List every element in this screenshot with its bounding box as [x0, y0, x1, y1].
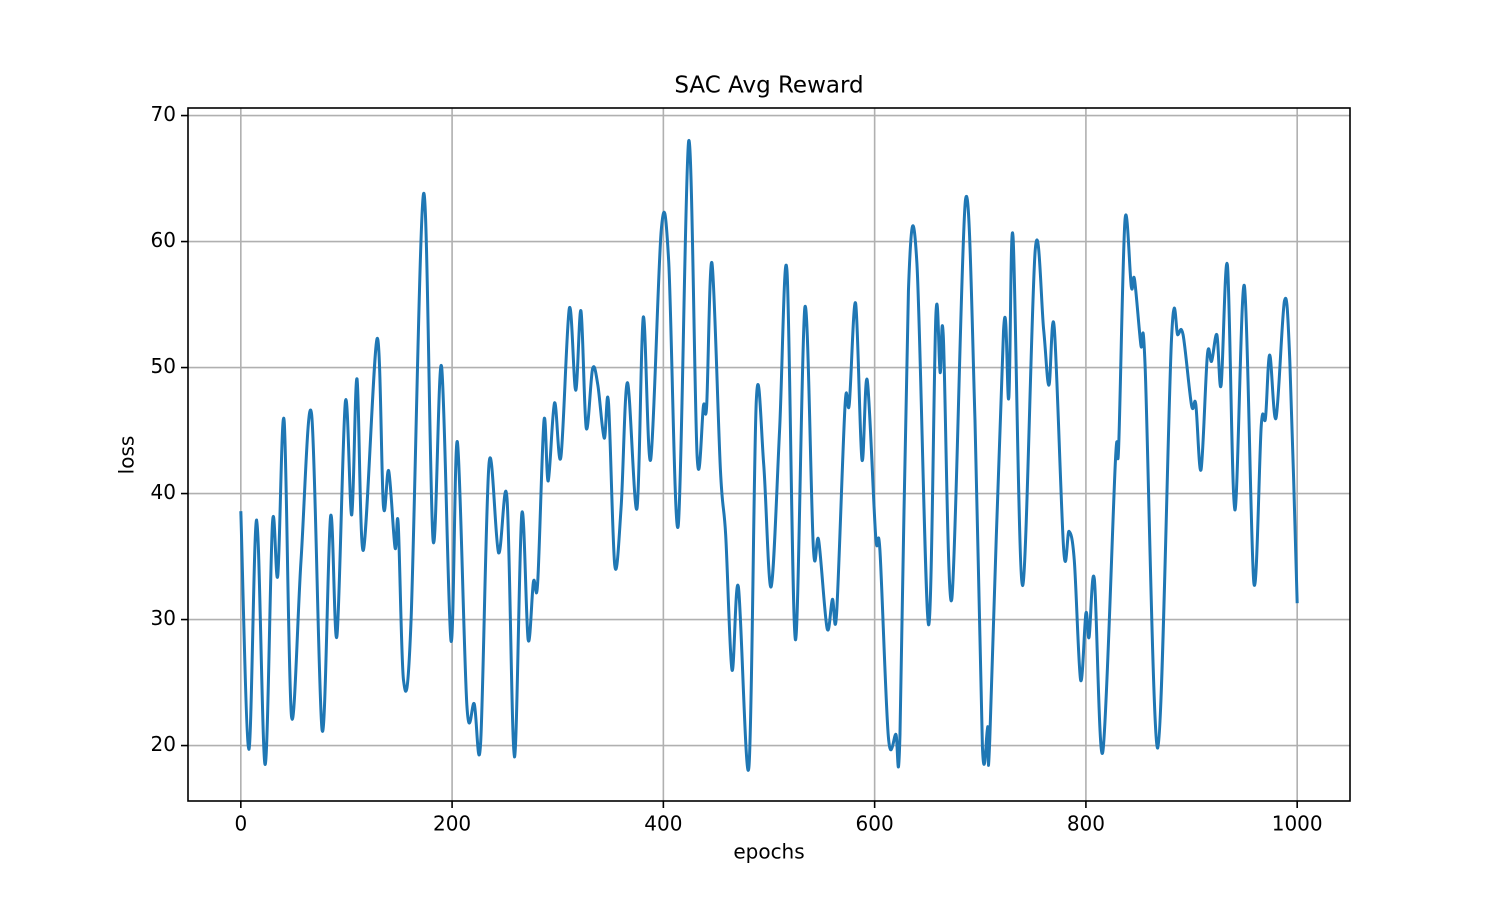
line	[239, 139, 1299, 772]
chart-title: SAC Avg Reward	[674, 73, 863, 99]
y-tick-label: 30	[151, 606, 176, 630]
y-tick-label: 70	[151, 102, 176, 126]
y-tick-label: 20	[151, 732, 176, 756]
x-tick-label: 400	[644, 812, 682, 836]
x-tick-label: 200	[433, 812, 471, 836]
x-tick-label: 1000	[1272, 812, 1323, 836]
y-axis-label: loss	[115, 436, 139, 475]
x-tick-label: 800	[1067, 812, 1105, 836]
y-tick-label: 50	[151, 354, 176, 378]
plot-frame	[187, 107, 1351, 802]
y-tick-label: 60	[151, 228, 176, 252]
x-axis-label: epochs	[733, 840, 804, 864]
x-tick-label: 600	[856, 812, 894, 836]
y-tick-label: 40	[151, 480, 176, 504]
x-tick-label: 0	[234, 812, 247, 836]
